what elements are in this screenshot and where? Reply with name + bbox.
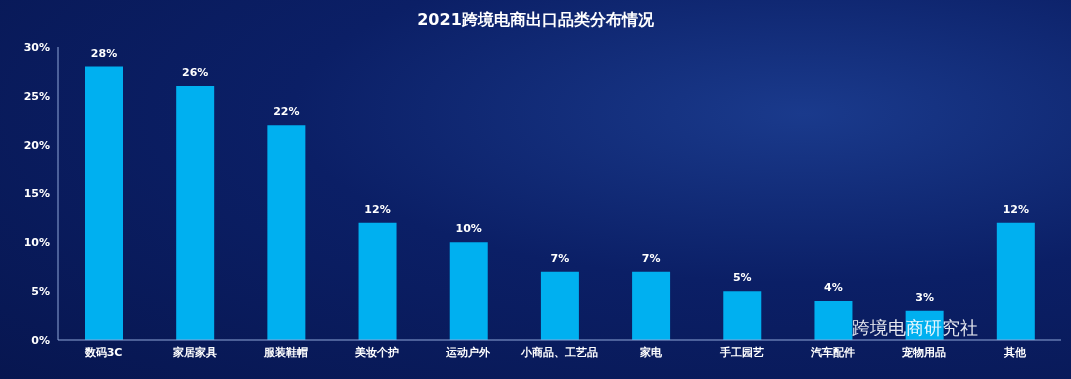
svg-text:小商品、工艺品: 小商品、工艺品: [520, 346, 598, 359]
svg-text:25%: 25%: [24, 90, 50, 103]
html-text:跨境电商研究社: 跨境电商研究社: [852, 317, 978, 338]
svg-text:服装鞋帽: 服装鞋帽: [263, 346, 308, 359]
svg-text:10%: 10%: [24, 236, 50, 249]
svg-text:10%: 10%: [456, 222, 482, 235]
svg-text:手工园艺: 手工园艺: [719, 346, 764, 359]
svg-text:5%: 5%: [733, 271, 752, 284]
svg-text:3%: 3%: [915, 291, 934, 304]
svg-text:汽车配件: 汽车配件: [810, 346, 855, 359]
svg-text:5%: 5%: [31, 285, 50, 298]
svg-text:美妆个护: 美妆个护: [354, 346, 399, 359]
svg-text:28%: 28%: [91, 47, 117, 60]
svg-text:7%: 7%: [551, 252, 570, 265]
svg-text:26%: 26%: [182, 66, 208, 79]
svg-text:家电: 家电: [639, 346, 663, 359]
svg-text:15%: 15%: [24, 187, 50, 200]
svg-text:宠物用品: 宠物用品: [901, 346, 946, 359]
svg-text:家居家具: 家居家具: [172, 346, 217, 359]
svg-text:12%: 12%: [364, 203, 390, 216]
svg-text:7%: 7%: [642, 252, 661, 265]
svg-text:0%: 0%: [31, 334, 50, 347]
html-text:2021跨境电商出口品类分布情况: 2021跨境电商出口品类分布情况: [417, 10, 654, 29]
svg-text:30%: 30%: [24, 41, 50, 54]
svg-text:22%: 22%: [273, 105, 299, 118]
svg-text:12%: 12%: [1003, 203, 1029, 216]
svg-text:运动户外: 运动户外: [445, 346, 491, 359]
svg-text:20%: 20%: [24, 139, 50, 152]
svg-text:数码3C: 数码3C: [84, 346, 123, 359]
svg-text:其他: 其他: [1003, 346, 1027, 359]
svg-text:4%: 4%: [824, 281, 843, 294]
